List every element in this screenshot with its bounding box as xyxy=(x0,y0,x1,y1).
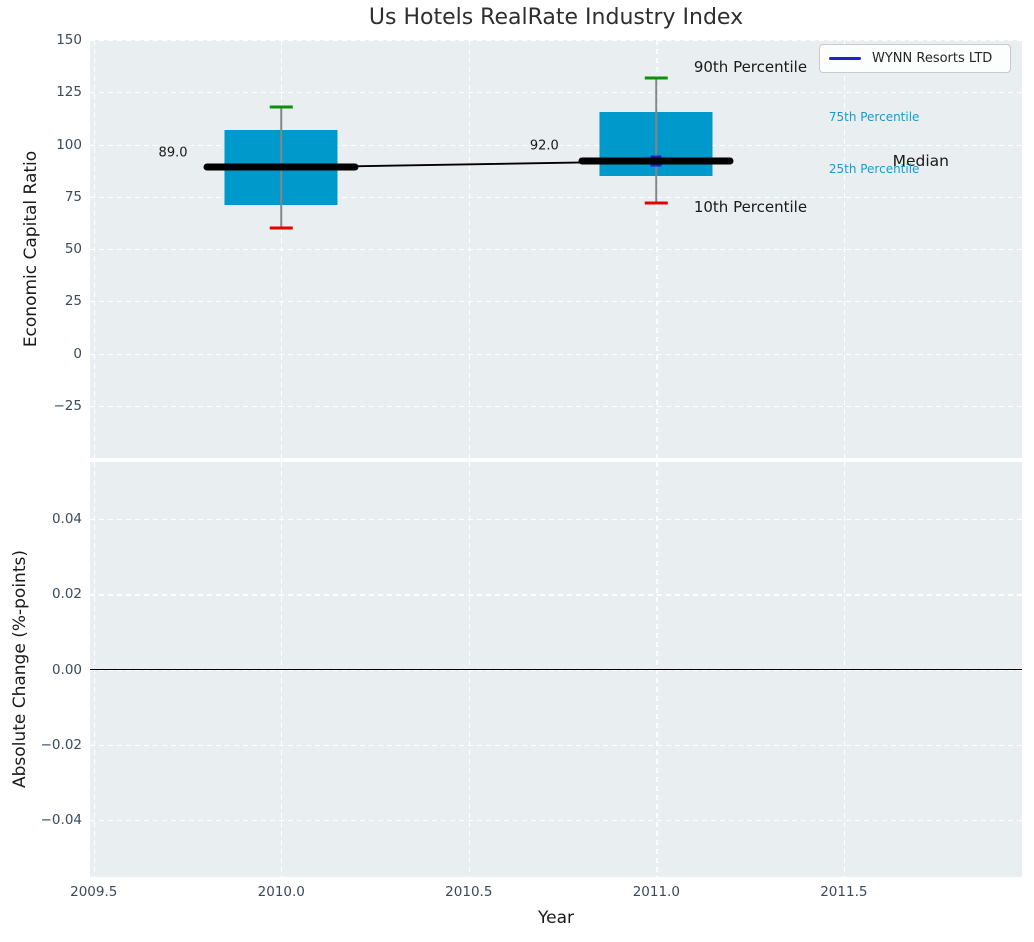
gridline-horizontal xyxy=(90,249,1022,251)
y-tick-label: 0.04 xyxy=(51,511,82,528)
x-tick-label: 2011.5 xyxy=(820,884,868,900)
whisker-cap-90th xyxy=(645,76,668,80)
annotation-10th-percentile: 10th Percentile xyxy=(693,198,808,217)
whisker-cap-90th xyxy=(270,105,293,109)
median-bar xyxy=(203,163,359,171)
gridline-horizontal xyxy=(90,301,1022,303)
y-tick-label: 125 xyxy=(56,84,82,101)
annotation-89-0: 89.0 xyxy=(158,145,188,161)
legend: WYNN Resorts LTD xyxy=(819,44,1011,73)
legend-line-swatch xyxy=(829,57,861,60)
whisker-cap-10th xyxy=(270,226,293,230)
y-tick-label: −0.04 xyxy=(40,811,82,828)
axes-absolute-change xyxy=(90,462,1022,877)
y-tick-label: 0.00 xyxy=(51,661,82,678)
y-tick-label: 100 xyxy=(56,136,82,153)
gridline-horizontal xyxy=(90,744,1022,746)
annotation-median: Median xyxy=(892,152,949,171)
annotation-92-0: 92.0 xyxy=(529,138,559,154)
gridline-horizontal xyxy=(90,819,1022,822)
gridline-horizontal xyxy=(90,92,1022,94)
y-tick-label: 0 xyxy=(73,345,82,362)
y-tick-label: 25 xyxy=(64,293,82,310)
median-bar xyxy=(578,157,734,165)
chart-title: Us Hotels RealRate Industry Index xyxy=(368,5,744,30)
whisker-line xyxy=(655,77,658,203)
x-tick-label: 2010.5 xyxy=(445,884,493,900)
annotation-90th-percentile: 90th Percentile xyxy=(693,58,808,77)
gridline-horizontal xyxy=(90,196,1022,198)
gridline-horizontal xyxy=(90,144,1022,146)
y-tick-label: 75 xyxy=(64,188,82,205)
y-tick-label: 150 xyxy=(56,32,82,48)
x-tick-label: 2010.0 xyxy=(257,884,305,900)
gridline-horizontal xyxy=(90,405,1022,407)
x-tick-label: 2011.0 xyxy=(632,884,680,900)
gridline-horizontal xyxy=(90,353,1022,355)
gridline-horizontal xyxy=(90,519,1022,521)
y-tick-label: −0.02 xyxy=(40,736,82,753)
x-axis-label: Year xyxy=(538,908,574,928)
axes-economic-capital-ratio: 90th Percentile 75th Percentile Median 25th… xyxy=(90,40,1022,458)
x-tick-label: 2009.5 xyxy=(70,884,118,900)
zero-reference-line xyxy=(90,668,1022,671)
gridline-horizontal xyxy=(90,594,1022,596)
annotation-25th-percentile: 25th Percentile xyxy=(828,161,920,176)
y-tick-label: −25 xyxy=(53,397,83,414)
y-tick-label: 0.02 xyxy=(51,586,82,603)
whisker-cap-10th xyxy=(645,201,668,205)
legend-label: WYNN Resorts LTD xyxy=(872,51,993,66)
y-tick-label: 50 xyxy=(64,241,82,257)
gridline-horizontal xyxy=(90,40,1022,42)
annotation-75th-percentile: 75th Percentile xyxy=(828,110,920,125)
